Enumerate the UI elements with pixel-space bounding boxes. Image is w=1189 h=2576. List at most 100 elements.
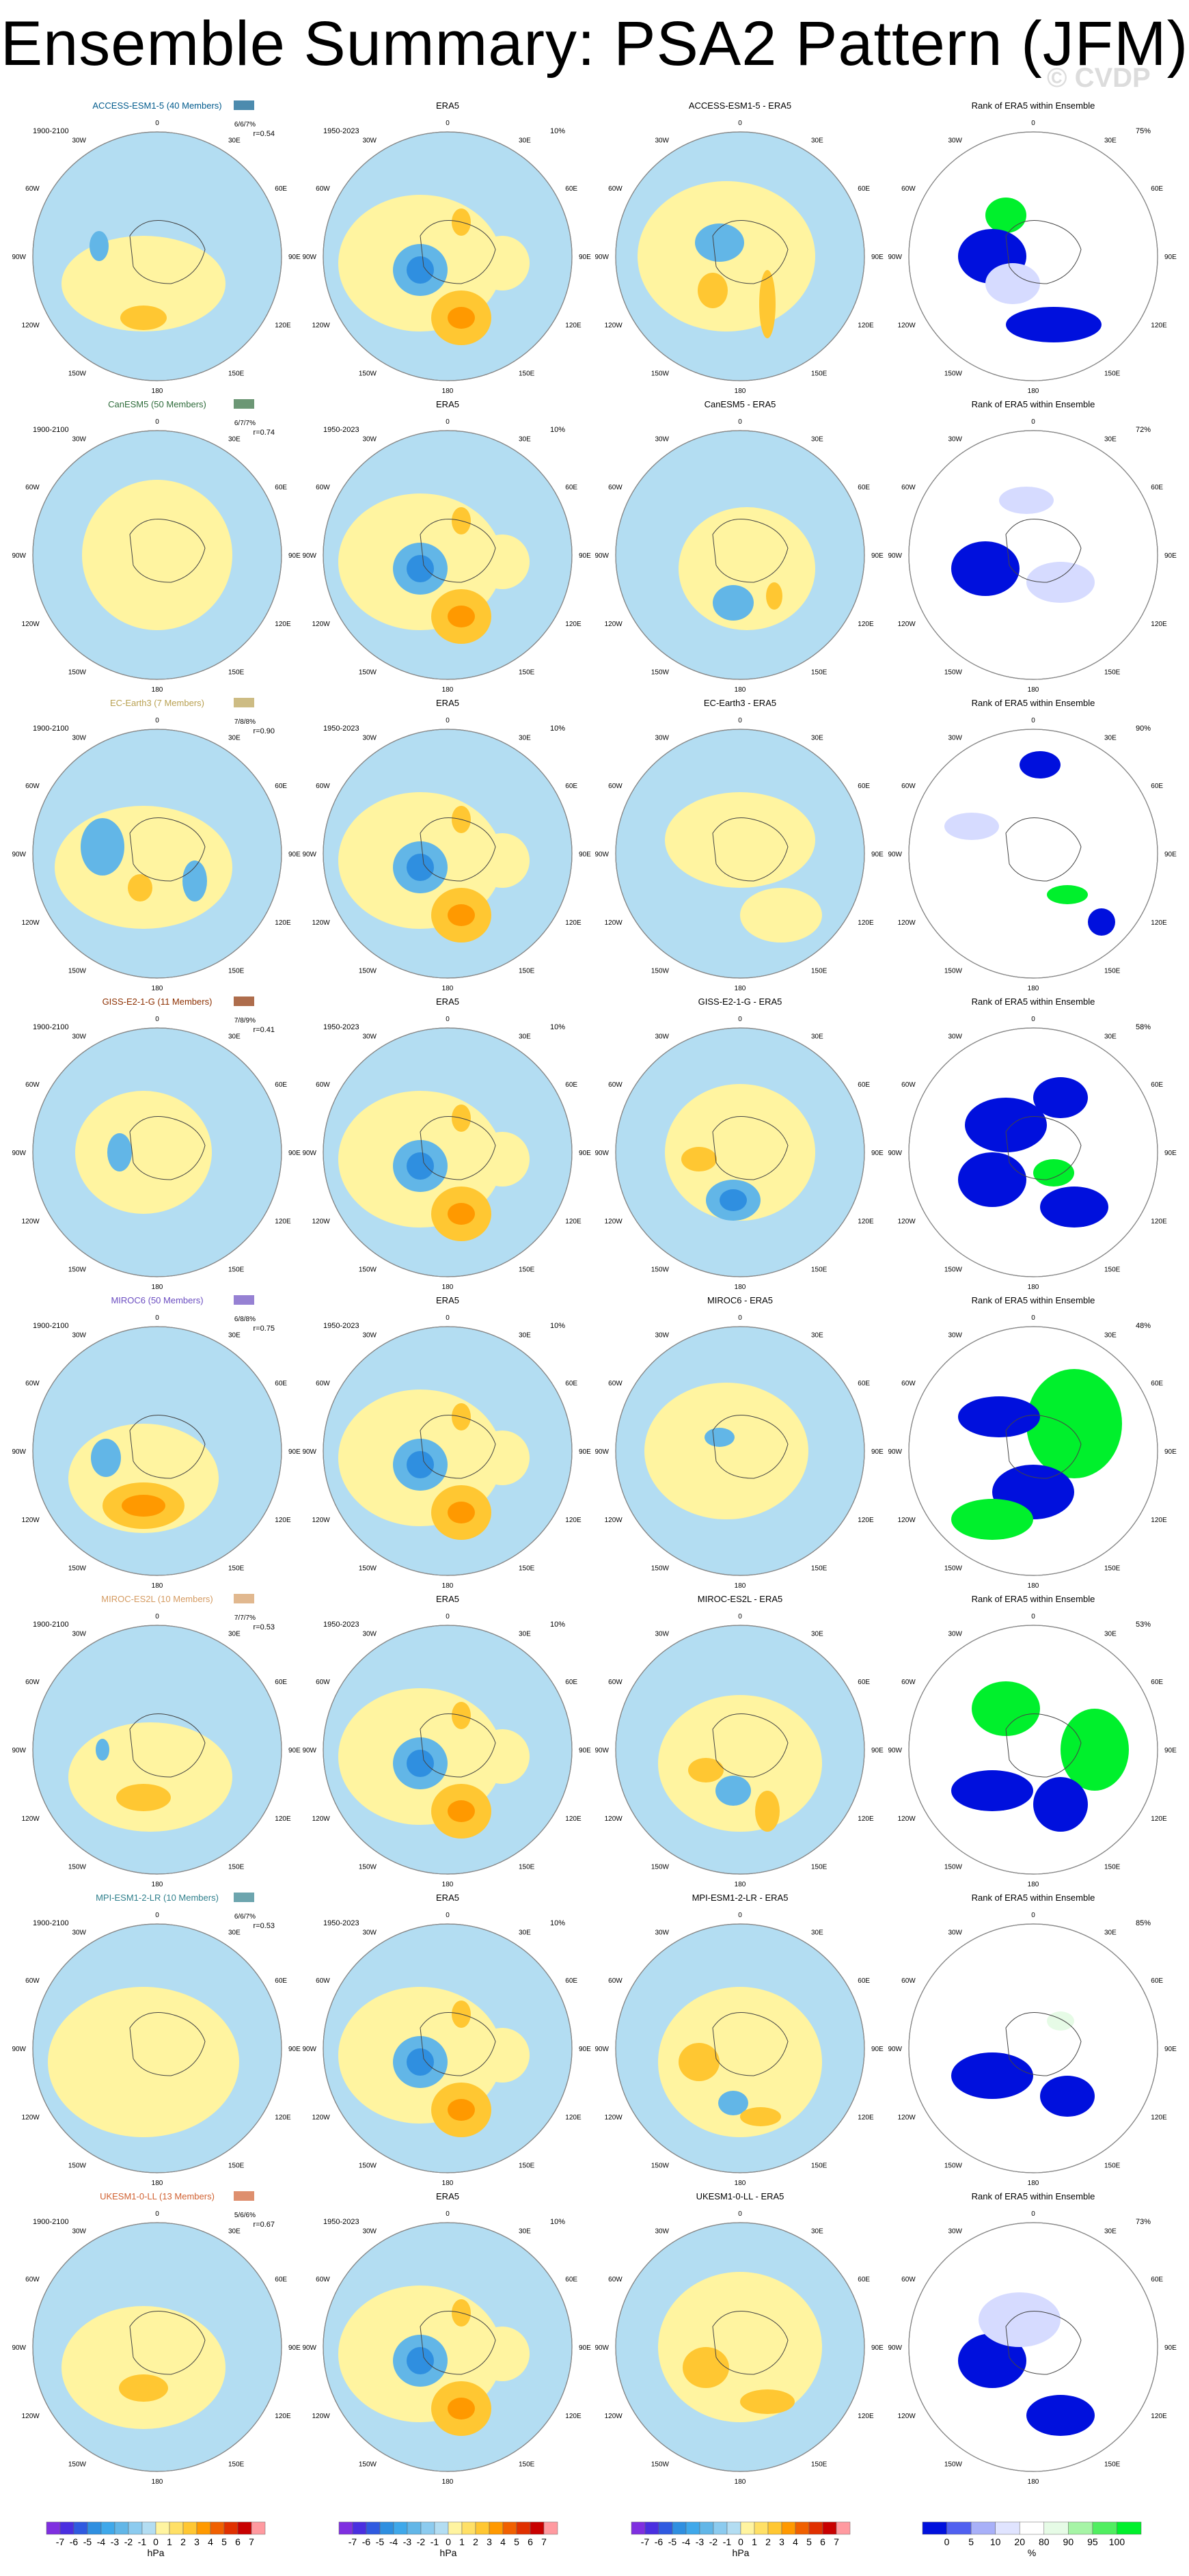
rank-region [951, 2052, 1033, 2099]
anomaly-contour [718, 2091, 748, 2115]
anomaly-contour [766, 582, 782, 610]
lon-label-120e: 120E [1151, 1218, 1167, 1225]
coastline [420, 1713, 496, 1778]
colorbar-swatch [434, 2521, 449, 2535]
colorbar-tick-label: 0 [944, 2536, 950, 2547]
lon-label-top: 0 [446, 120, 450, 127]
lon-label-top: 0 [738, 2210, 742, 2218]
model-panel-title: CanESM5 (50 Members) [108, 399, 206, 409]
anomaly-contour [81, 818, 124, 876]
lon-label-60w: 60W [608, 1679, 623, 1686]
lon-label-150e: 150E [1104, 1564, 1121, 1572]
era5-variance-label: 10% [550, 127, 565, 135]
lon-label-top: 0 [738, 717, 742, 724]
lon-label-60e: 60E [1151, 484, 1163, 491]
colorbar-tick-label: 2 [180, 2536, 186, 2547]
coastline [129, 2311, 206, 2375]
colorbar-tick-label: 90 [1063, 2536, 1074, 2547]
colorbar-swatch [87, 2521, 102, 2535]
colorbar-swatch [672, 2521, 687, 2535]
colorbar-tick-label: -1 [723, 2536, 732, 2547]
lon-label-150w: 150W [359, 668, 377, 676]
lon-label-right: 90E [288, 1448, 301, 1456]
lon-label-top: 0 [446, 1912, 450, 1919]
lon-label-60e: 60E [1151, 1380, 1163, 1387]
lon-label-60w: 60W [901, 1679, 916, 1686]
colorbar-tick-label: -2 [124, 2536, 133, 2547]
lon-label-bottom: 180 [1028, 1284, 1039, 1291]
lon-label-top: 0 [738, 1613, 742, 1621]
lon-label-bottom: 180 [735, 1284, 746, 1291]
lon-label-60w: 60W [25, 1679, 40, 1686]
lon-label-150e: 150E [228, 1863, 245, 1871]
pattern-stats-label: 7/7/7% [234, 1614, 256, 1622]
lon-label-left: 90W [12, 851, 26, 858]
lon-label-30e: 30E [811, 735, 823, 742]
lon-label-right: 90E [1164, 2344, 1177, 2352]
lon-label-150e: 150E [1104, 2460, 1121, 2468]
lon-label-120w: 120W [898, 2413, 916, 2420]
lon-label-30w: 30W [72, 1033, 86, 1041]
anomaly-contour [448, 1800, 475, 1822]
lon-label-top: 0 [155, 2210, 159, 2218]
era5-variance-label: 10% [550, 2218, 565, 2226]
colorbar-swatch [210, 2521, 225, 2535]
lon-label-150w: 150W [68, 967, 87, 975]
colorbar-swatch [169, 2521, 184, 2535]
lon-label-30w: 30W [72, 137, 86, 145]
colorbar-swatch [836, 2521, 851, 2535]
colorbar-swatch [795, 2521, 810, 2535]
anomaly-contour [679, 2043, 720, 2081]
rank-region [958, 1396, 1040, 1437]
rank-panel-title: Rank of ERA5 within Ensemble [972, 1893, 1095, 1903]
anomaly-contour [698, 273, 728, 308]
rank-percent-label: 90% [1136, 724, 1151, 733]
lon-label-120e: 120E [565, 2114, 582, 2121]
lon-label-60w: 60W [608, 1380, 623, 1387]
anomaly-contour [182, 860, 207, 901]
ensemble-spread-boxplot [234, 2191, 254, 2201]
lon-label-150w: 150W [944, 2460, 963, 2468]
lon-label-150w: 150W [68, 1863, 87, 1871]
lon-label-right: 90E [288, 851, 301, 858]
map-border [323, 1625, 573, 1875]
lon-label-60e: 60E [565, 1977, 577, 1985]
colorbar-swatch [1043, 2521, 1069, 2535]
lon-label-150w: 150W [359, 1564, 377, 1572]
anomaly-contour [688, 1758, 724, 1782]
lon-label-30w: 30W [655, 137, 669, 145]
rank-region [944, 813, 999, 840]
coastline [129, 2012, 206, 2076]
lon-label-150w: 150W [944, 2162, 963, 2169]
rank-region [1026, 562, 1095, 603]
lon-label-120w: 120W [898, 322, 916, 329]
anomaly-contour [96, 1739, 109, 1761]
lon-label-top: 0 [155, 120, 159, 127]
colorbar-tick-label: -6 [655, 2536, 664, 2547]
anomaly-contour [448, 1502, 475, 1523]
anomaly-contour [475, 534, 530, 589]
rank-panel-title: Rank of ERA5 within Ensemble [972, 100, 1095, 111]
colorbar-swatch [516, 2521, 531, 2535]
lon-label-left: 90W [888, 851, 902, 858]
ensemble-spread-boxplot [234, 1594, 254, 1603]
lon-label-150w: 150W [359, 1266, 377, 1273]
lon-label-60w: 60W [608, 783, 623, 790]
colorbar-tick-label: 5 [968, 2536, 974, 2547]
summary-row: MIROC-ES2L (10 Members) 1900-2100 7/7/7%r=… [12, 1594, 1177, 1888]
lon-label-120w: 120W [898, 621, 916, 628]
lon-label-120w: 120W [22, 1218, 40, 1225]
lon-label-30e: 30E [519, 2228, 531, 2236]
model-period-label: 1900-2100 [33, 2218, 69, 2226]
colorbar-tick-label: 6 [820, 2536, 825, 2547]
colorbar-tick-label: 1 [752, 2536, 757, 2547]
lon-label-30e: 30E [1104, 137, 1117, 145]
colorbar-swatch [685, 2521, 700, 2535]
lon-label-right: 90E [1164, 1747, 1177, 1754]
lon-label-bottom: 180 [442, 2478, 454, 2486]
lon-label-bottom: 180 [735, 1881, 746, 1888]
colorbar-swatch [644, 2521, 659, 2535]
lon-label-150w: 150W [651, 1863, 670, 1871]
rank-panel-title: Rank of ERA5 within Ensemble [972, 996, 1095, 1007]
lon-label-left: 90W [302, 1747, 316, 1754]
